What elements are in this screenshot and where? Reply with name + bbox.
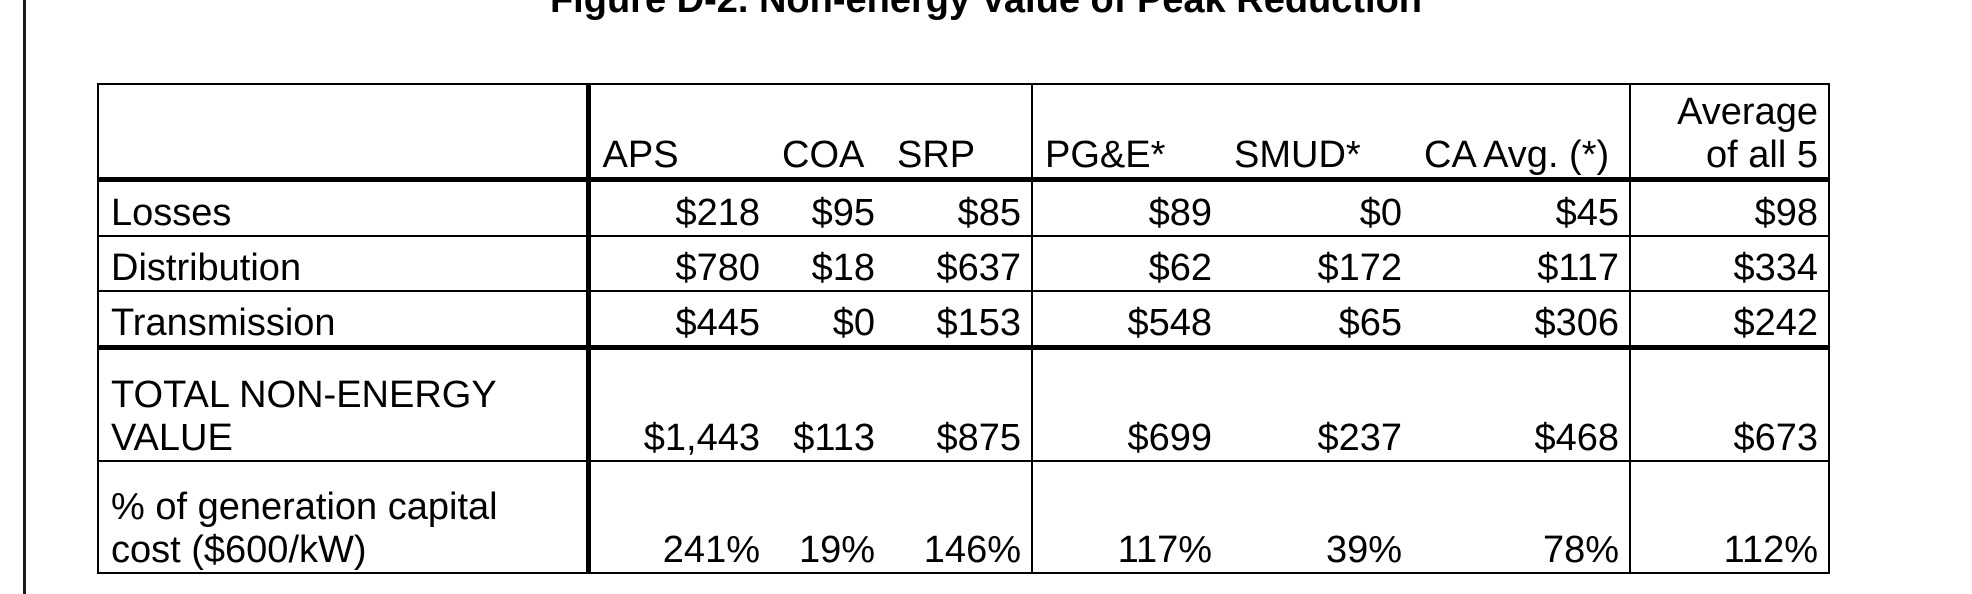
cell-pge: $548 [1031,290,1222,350]
cell-srp: $875 [885,346,1033,462]
header-cell-coa: COA [770,83,885,182]
cell-ca-avg: $45 [1412,178,1631,237]
cell-smud: $0 [1222,178,1412,237]
cell-smud: 39% [1222,460,1412,574]
cell-ca-avg: $306 [1412,290,1631,350]
header-cell-srp: SRP [885,83,1033,182]
table-row-total: TOTAL NON-ENERGY VALUE $1,443 $113 $875 … [97,346,1830,462]
header-cell-smud: SMUD* [1222,83,1412,182]
cell-average-all: $673 [1629,346,1830,462]
cell-smud: $65 [1222,290,1412,350]
header-cell-aps: APS [585,83,770,182]
cell-aps: $780 [585,235,770,292]
cell-average-all: $242 [1629,290,1830,350]
row-label: % of generation capital cost ($600/kW) [97,460,589,574]
cell-coa: 19% [770,460,885,574]
cell-average-all: $98 [1629,178,1830,237]
cell-smud: $237 [1222,346,1412,462]
header-cell-pge: PG&E* [1031,83,1222,182]
cell-srp: $637 [885,235,1033,292]
cell-smud: $172 [1222,235,1412,292]
cell-pge: 117% [1031,460,1222,574]
row-label: TOTAL NON-ENERGY VALUE [97,346,589,462]
cell-aps: $218 [585,178,770,237]
cell-coa: $18 [770,235,885,292]
cell-ca-avg: $117 [1412,235,1631,292]
cell-average-all: 112% [1629,460,1830,574]
cell-pge: $62 [1031,235,1222,292]
cell-ca-avg: $468 [1412,346,1631,462]
table-row-percent-capital: % of generation capital cost ($600/kW) 2… [97,460,1830,574]
cell-srp: 146% [885,460,1033,574]
cell-ca-avg: 78% [1412,460,1631,574]
header-cell-ca-avg: CA Avg. (*) [1412,83,1631,182]
cell-srp: $153 [885,290,1033,350]
cell-srp: $85 [885,178,1033,237]
cell-aps: 241% [585,460,770,574]
cell-coa: $95 [770,178,885,237]
row-label: Losses [97,178,589,237]
table-row-transmission: Transmission $445 $0 $153 $548 $65 $306 … [97,290,1830,350]
cell-pge: $699 [1031,346,1222,462]
cell-average-all: $334 [1629,235,1830,292]
header-cell-empty [97,83,589,182]
row-label: Transmission [97,290,589,350]
cell-pge: $89 [1031,178,1222,237]
non-energy-value-table: APS COA SRP PG&E* SMUD* CA Avg. (*) Aver… [97,83,1830,574]
cell-coa: $0 [770,290,885,350]
table-header-row: APS COA SRP PG&E* SMUD* CA Avg. (*) Aver… [97,83,1830,182]
header-cell-average-all: Average of all 5 [1629,83,1830,182]
cell-coa: $113 [770,346,885,462]
page-left-border [23,0,26,594]
table-row-losses: Losses $218 $95 $85 $89 $0 $45 $98 [97,178,1830,237]
cell-aps: $1,443 [585,346,770,462]
figure-title: Figure D-2. Non-energy Value of Peak Red… [549,0,1423,21]
table-row-distribution: Distribution $780 $18 $637 $62 $172 $117… [97,235,1830,292]
cell-aps: $445 [585,290,770,350]
row-label: Distribution [97,235,589,292]
